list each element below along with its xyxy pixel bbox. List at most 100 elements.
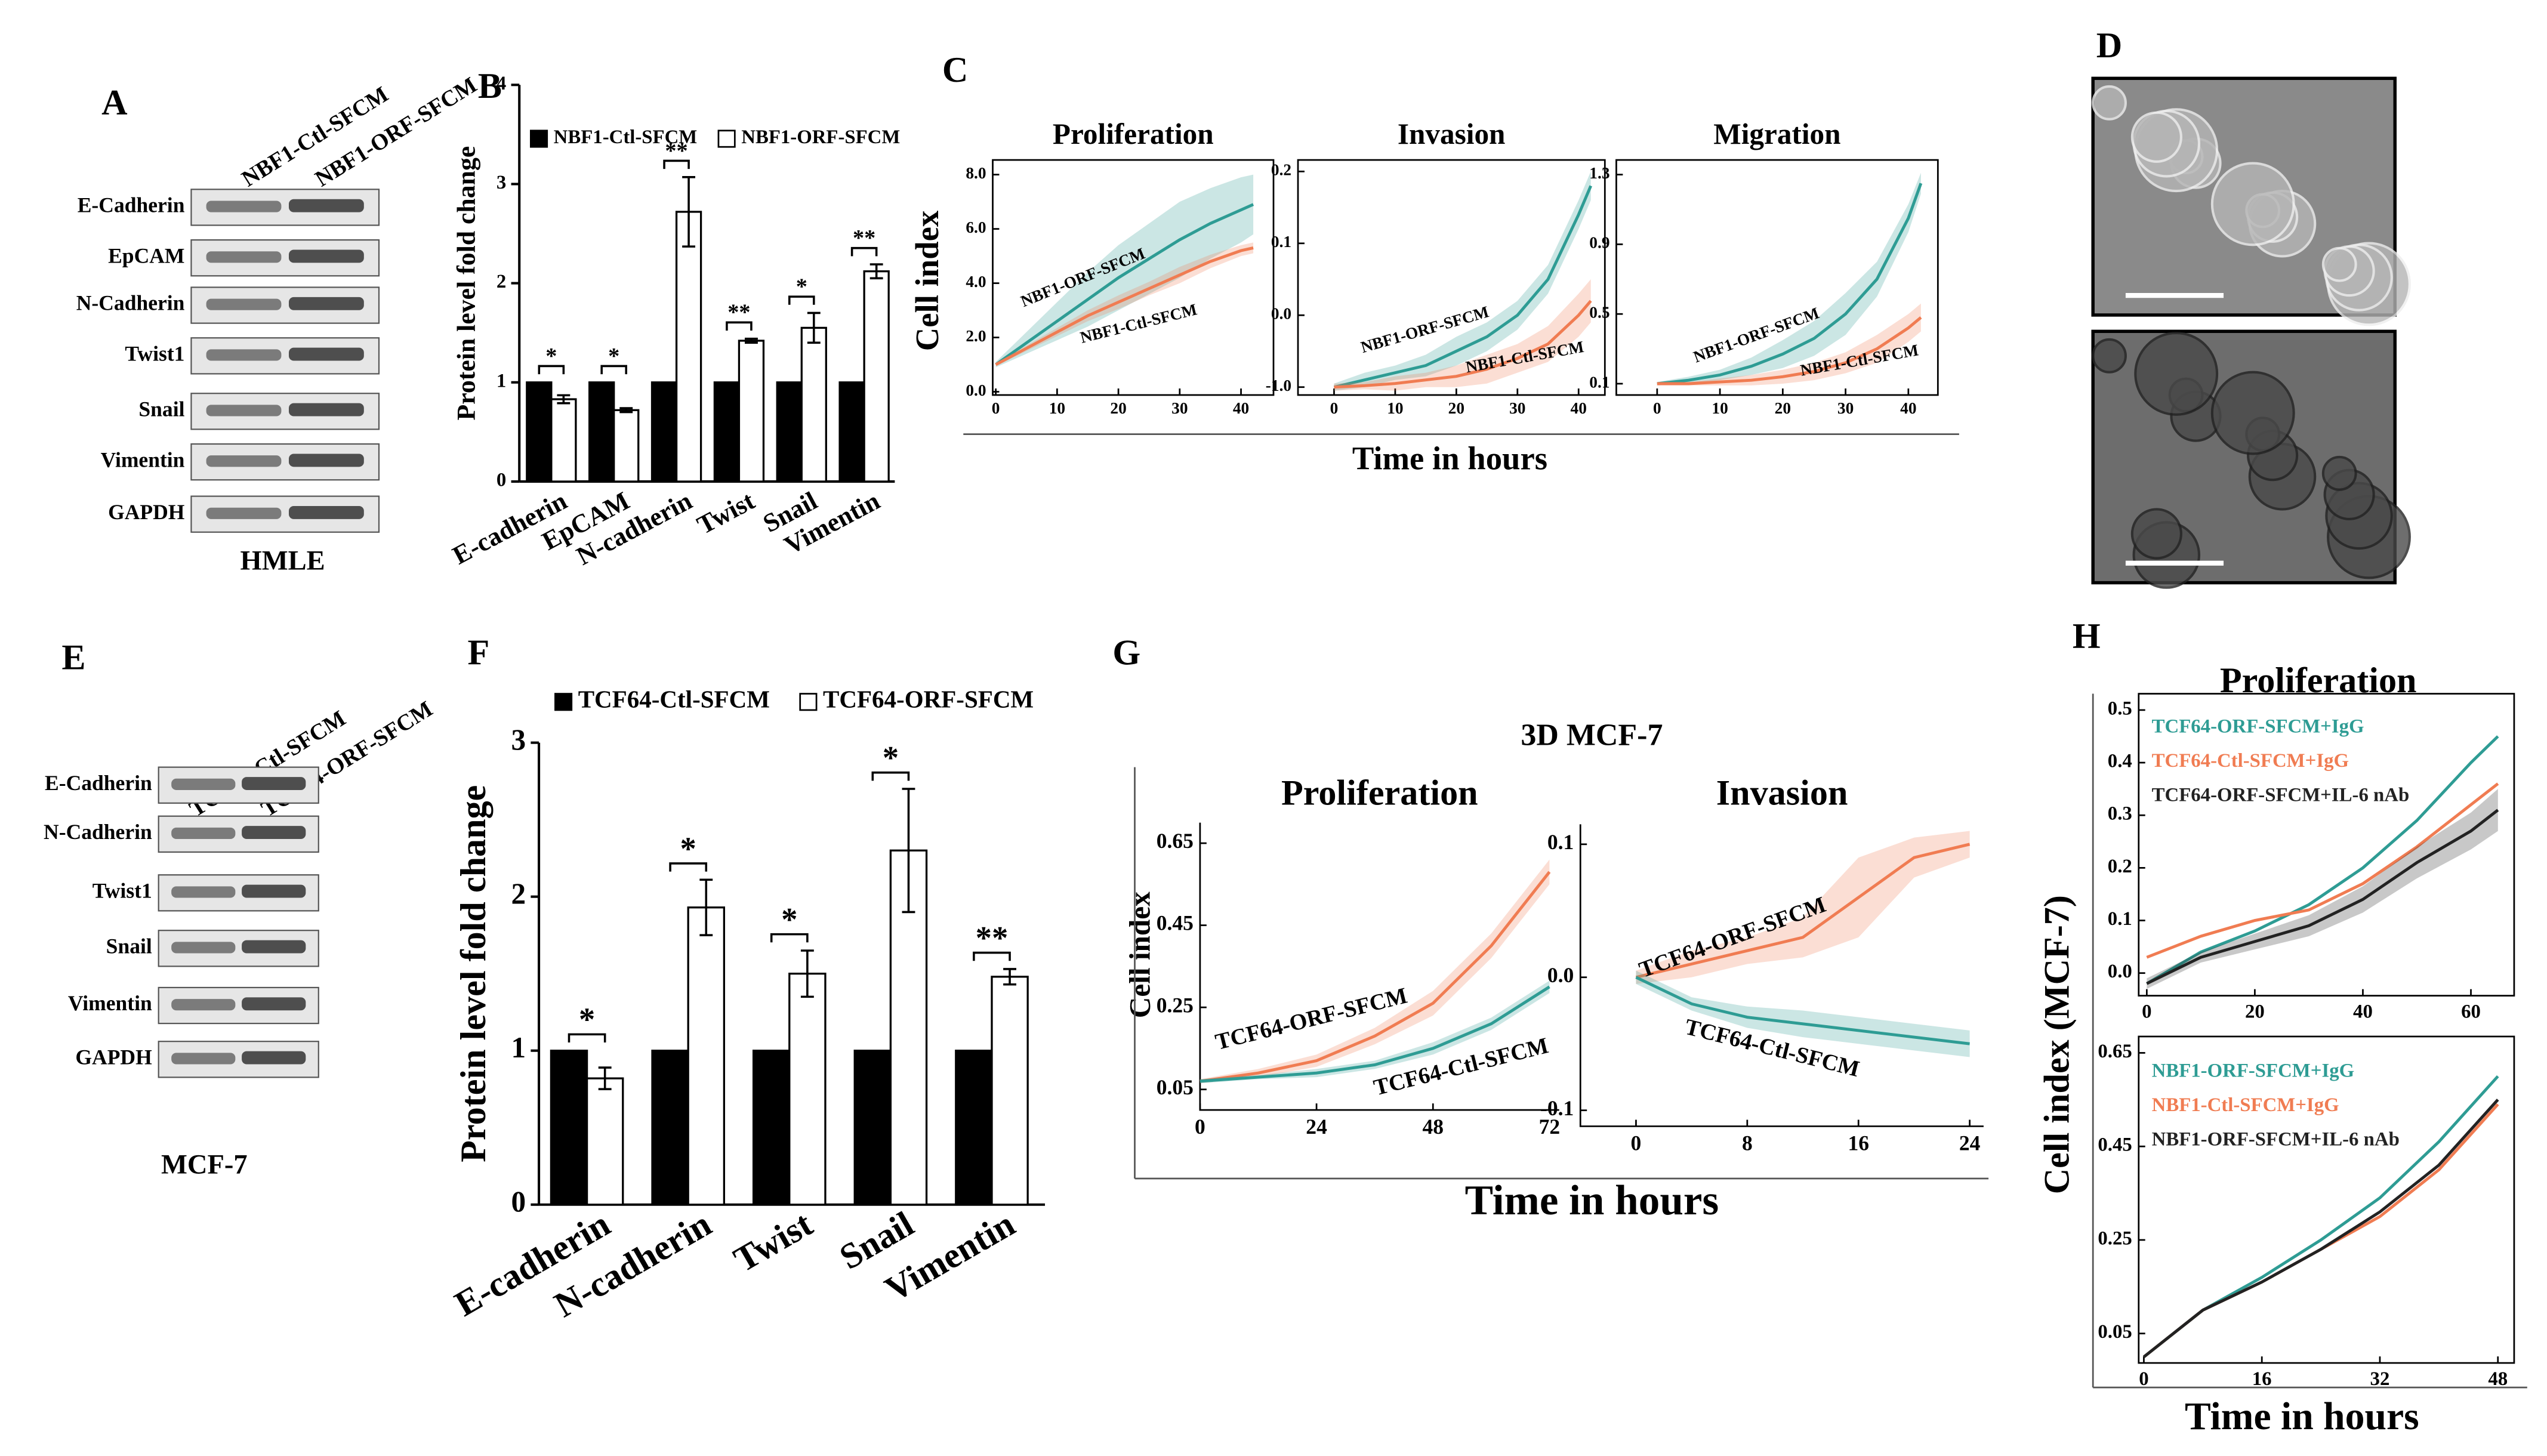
y-tick-label: 0.2 xyxy=(2108,856,2132,877)
y-tick-label: 0.5 xyxy=(2108,698,2132,719)
bar xyxy=(585,1077,624,1206)
x-tick-label: 30 xyxy=(1509,399,1525,417)
blot-band xyxy=(288,347,364,361)
blot-band xyxy=(288,505,364,519)
blot-band xyxy=(288,297,364,310)
y-tick-label: -0.1 xyxy=(1540,1096,1574,1120)
bar xyxy=(752,1050,791,1206)
error-bar xyxy=(598,1066,612,1090)
x-tick-label: 40 xyxy=(1571,399,1587,417)
cell xyxy=(2130,508,2182,560)
blot-band xyxy=(242,940,306,954)
series-label: TCF64-Ctl-SFCM xyxy=(1371,1033,1551,1100)
y-tick-label: 8.0 xyxy=(966,164,986,182)
series-line xyxy=(1657,183,1923,385)
y-tick-label: -1.0 xyxy=(1266,377,1291,394)
legend-label: NBF1-ORF-SFCM xyxy=(741,127,900,148)
y-axis-label: Cell index (MCF-7) xyxy=(2037,895,2077,1194)
blot-band xyxy=(288,454,364,467)
y-tick-label: 0.1 xyxy=(1589,373,1609,391)
y-tick-label: 0.05 xyxy=(1157,1075,1194,1099)
y-tick-label: 3 xyxy=(511,723,526,756)
blot-cell-line: HMLE xyxy=(240,545,325,576)
legend-label: NBF1-Ctl-SFCM xyxy=(554,127,698,148)
blot-band xyxy=(242,997,306,1011)
x-tick-label: 24 xyxy=(1959,1131,1981,1155)
cell xyxy=(2321,246,2357,282)
significance-label: * xyxy=(579,1001,595,1038)
y-tick-label: 0.65 xyxy=(2098,1041,2132,1062)
x-tick-label: Twist xyxy=(727,1204,819,1281)
bar xyxy=(800,326,827,483)
bar xyxy=(853,1050,892,1206)
y-tick-label: 0.3 xyxy=(2108,803,2132,825)
y-tick-label: 0.4 xyxy=(2108,751,2132,772)
panel-label: A xyxy=(101,83,127,123)
plot-frame xyxy=(992,159,1275,396)
blot-band xyxy=(171,1053,236,1065)
series-line xyxy=(995,203,1254,366)
panel-label: B xyxy=(478,66,502,106)
y-tick-label: 0.0 xyxy=(2108,961,2132,982)
significance-bracket xyxy=(538,365,565,375)
series-line xyxy=(1333,185,1592,389)
panel-label: H xyxy=(2073,616,2101,656)
bar xyxy=(550,1050,588,1206)
panel-label: D xyxy=(2096,26,2122,66)
blot-row-label: Snail xyxy=(106,934,152,958)
legend-label: TCF64-Ctl-SFCM+IgG xyxy=(2152,750,2349,772)
series-line xyxy=(2142,1099,2499,1358)
y-tick-label: 1 xyxy=(497,370,506,391)
significance-bracket xyxy=(663,159,690,169)
x-tick-label: 30 xyxy=(1171,399,1188,417)
y-tick-label: 1 xyxy=(511,1031,526,1064)
error-band xyxy=(995,242,1254,366)
y-tick-label: 2 xyxy=(511,877,526,910)
blot-row-label: Vimentin xyxy=(68,991,152,1015)
significance-label: * xyxy=(608,344,619,369)
x-axis-label: Time in hours xyxy=(1352,440,1547,477)
significance-label: ** xyxy=(665,138,687,164)
x-tick-label: 0 xyxy=(2139,1368,2148,1390)
significance-bracket xyxy=(568,1033,606,1043)
cell xyxy=(2210,162,2295,246)
axes xyxy=(1579,824,1984,1127)
significance-label: * xyxy=(545,344,557,369)
x-tick-label: 20 xyxy=(2245,1001,2265,1023)
blot-row-label: N-Cadherin xyxy=(76,291,185,315)
chart-title: Invasion xyxy=(1716,773,1848,813)
series-line xyxy=(1334,300,1592,389)
significance-label: * xyxy=(781,901,797,937)
cell xyxy=(2321,455,2357,491)
x-tick-label: 8 xyxy=(1742,1131,1753,1155)
significance-label: * xyxy=(680,830,696,866)
error-band xyxy=(1334,279,1591,391)
cell xyxy=(2130,111,2182,163)
cell xyxy=(2134,331,2219,416)
error-band xyxy=(1636,970,1970,1057)
blot-band xyxy=(171,942,236,954)
y-tick-label: 3 xyxy=(497,172,506,193)
x-tick-label: 40 xyxy=(1233,399,1249,417)
legend-label: TCF64-ORF-SFCM+IgG xyxy=(2152,716,2364,738)
significance-bracket xyxy=(871,771,910,781)
error-band xyxy=(1200,980,1550,1084)
cell xyxy=(2092,85,2127,121)
blot-band xyxy=(242,826,306,840)
error-band xyxy=(1657,172,1921,385)
x-tick-label: 0 xyxy=(2142,1001,2151,1023)
blot-row-label: N-Cadherin xyxy=(44,820,152,844)
x-tick-label: 30 xyxy=(1837,399,1854,417)
series-line xyxy=(1200,871,1551,1083)
blot-band xyxy=(242,1051,306,1065)
x-tick-label: 10 xyxy=(1049,399,1065,417)
blot-row-label: GAPDH xyxy=(75,1045,152,1069)
blot-row-label: E-Cadherin xyxy=(78,193,185,217)
x-tick-label: 10 xyxy=(1387,399,1403,417)
legend-swatch xyxy=(530,129,548,148)
x-tick-label: 0 xyxy=(1631,1131,1642,1155)
y-tick-label: 0.1 xyxy=(2108,908,2132,930)
error-band xyxy=(2147,789,2498,989)
plot-frame xyxy=(2138,693,2515,997)
legend-swatch xyxy=(717,129,736,148)
